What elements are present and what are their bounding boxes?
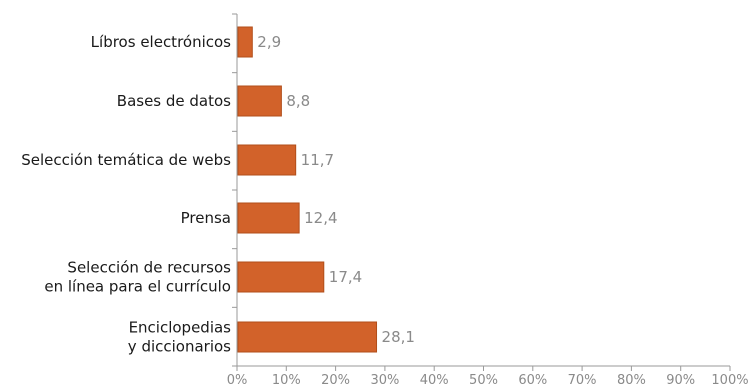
value-label-0: 2,9 — [257, 33, 281, 51]
bar-5 — [237, 321, 378, 353]
x-tick-label-1: 10% — [272, 373, 301, 387]
x-tick-label-4: 40% — [420, 373, 449, 387]
x-tick-label-5: 50% — [469, 373, 498, 387]
bar-4 — [237, 261, 325, 293]
x-tick-label-10: 100% — [711, 373, 748, 387]
category-label-5-line-1: y diccionarios — [128, 338, 231, 356]
value-label-2: 11,7 — [301, 151, 334, 169]
category-label-2: Selección temática de webs — [21, 151, 231, 169]
value-label-4: 17,4 — [329, 268, 362, 286]
bar-2 — [237, 144, 297, 176]
category-label-4-line-0: Selección de recursos — [67, 259, 231, 277]
x-tick-label-9: 90% — [666, 373, 695, 387]
category-label-0: Líbros electrónicos — [91, 33, 232, 51]
value-label-3: 12,4 — [304, 209, 337, 227]
x-tick-label-6: 60% — [518, 373, 547, 387]
x-tick-label-7: 70% — [568, 373, 597, 387]
category-label-1: Bases de datos — [117, 92, 231, 110]
x-tick-label-0: 0% — [227, 373, 248, 387]
x-tick-label-3: 30% — [370, 373, 399, 387]
category-label-5-line-0: Enciclopedias — [129, 319, 232, 337]
category-label-3: Prensa — [181, 209, 231, 227]
value-label-1: 8,8 — [286, 92, 310, 110]
bar-1 — [237, 85, 282, 117]
bar-3 — [237, 202, 300, 234]
labels: 2,9 Líbros electrónicos 8,8 Bases de datos 1… — [21, 33, 415, 356]
bar-0 — [237, 26, 253, 58]
bars — [237, 26, 378, 353]
axes: 0% 10% 20% 30% 40% 50% 60% 70% 80% 90% 100% — [227, 13, 749, 387]
category-label-4-line-1: en línea para el currículo — [44, 278, 231, 296]
value-label-5: 28,1 — [382, 328, 415, 346]
x-tick-label-2: 20% — [321, 373, 350, 387]
x-tick-label-8: 80% — [617, 373, 646, 387]
